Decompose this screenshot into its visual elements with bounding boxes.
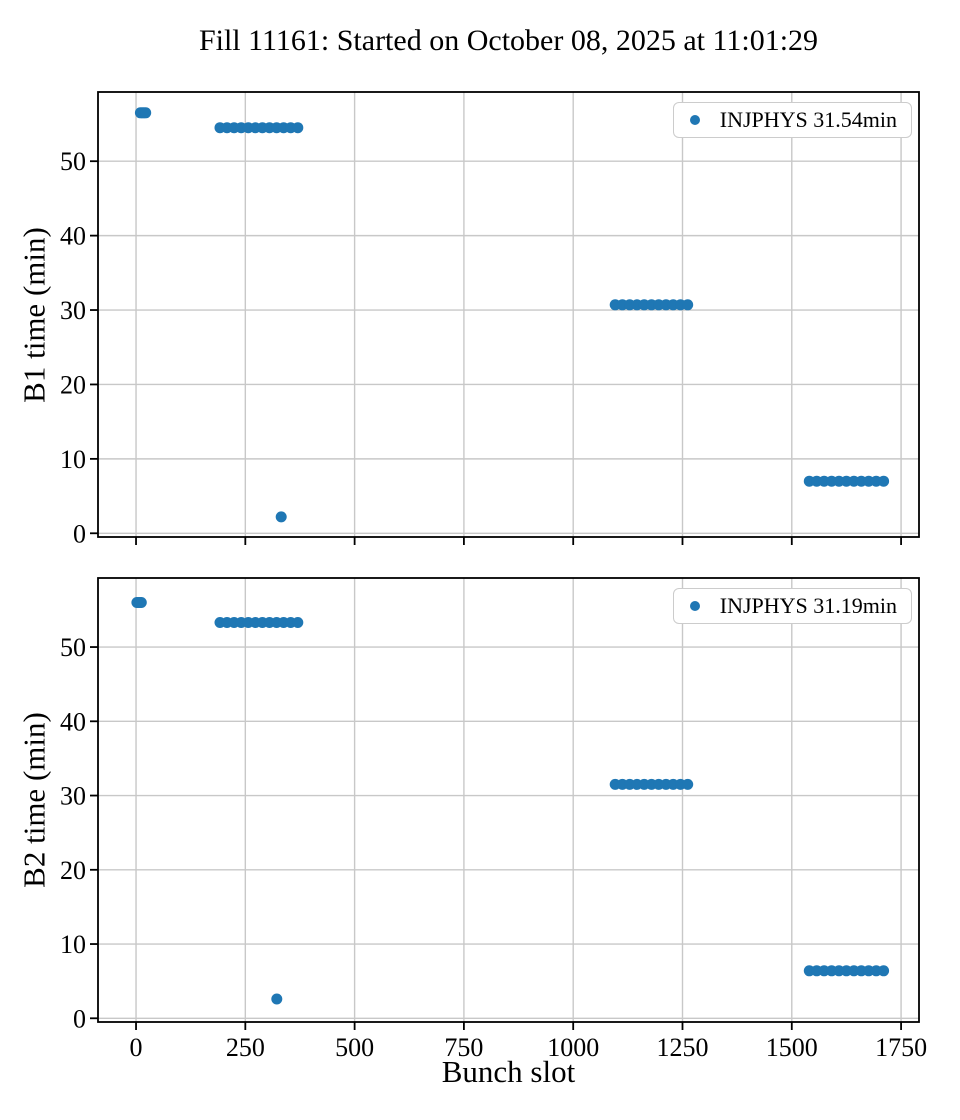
chart-title: Fill 11161: Started on October 08, 2025 … (198, 24, 819, 57)
y-tick-label: 10 (60, 930, 86, 959)
data-point (878, 965, 890, 977)
y-tick-label: 40 (60, 707, 86, 736)
y-tick-label: 30 (60, 782, 86, 811)
data-point (135, 597, 147, 608)
legend-b2: INJPHYS 31.19min (672, 588, 912, 624)
x-tick-label: 1500 (766, 1033, 818, 1062)
x-tick-label: 500 (335, 1033, 374, 1062)
axes-frame (97, 91, 920, 538)
y-tick-label: 0 (73, 1004, 86, 1033)
legend-label-b2: INJPHYS 31.19min (719, 593, 897, 618)
x-tick-label: 250 (226, 1033, 265, 1062)
x-tick-label: 1000 (547, 1033, 599, 1062)
data-point (292, 122, 304, 134)
scatter-marker-icon (689, 600, 700, 611)
data-point (292, 617, 304, 628)
data-point (878, 475, 890, 487)
y-tick-label: 40 (60, 222, 86, 251)
x-axis-label: Bunch slot (441, 1054, 576, 1089)
legend-b1: INJPHYS 31.54min (672, 102, 912, 138)
y-tick-label: 50 (60, 147, 86, 176)
legend-label-b1: INJPHYS 31.54min (719, 107, 897, 132)
y-tick-label: 20 (60, 856, 86, 885)
data-point (682, 299, 694, 311)
y-tick-label: 50 (60, 633, 86, 662)
data-point (140, 107, 152, 119)
data-point (682, 778, 694, 790)
x-tick-label: 1250 (656, 1033, 708, 1062)
scatter-marker-icon (689, 114, 700, 125)
x-tick-label: 1750 (875, 1033, 927, 1062)
y-axis-label-b2: B2 time (min) (16, 712, 52, 888)
axes-frame (97, 577, 920, 1023)
y-tick-label: 30 (60, 296, 86, 325)
data-point (271, 993, 283, 1005)
x-tick-label: 750 (444, 1033, 483, 1062)
y-tick-label: 0 (73, 519, 86, 548)
x-tick-label: 0 (130, 1033, 143, 1062)
y-tick-label: 20 (60, 370, 86, 399)
data-point (275, 511, 287, 523)
y-axis-label-b1: B1 time (min) (16, 227, 52, 403)
y-tick-label: 10 (60, 445, 86, 474)
